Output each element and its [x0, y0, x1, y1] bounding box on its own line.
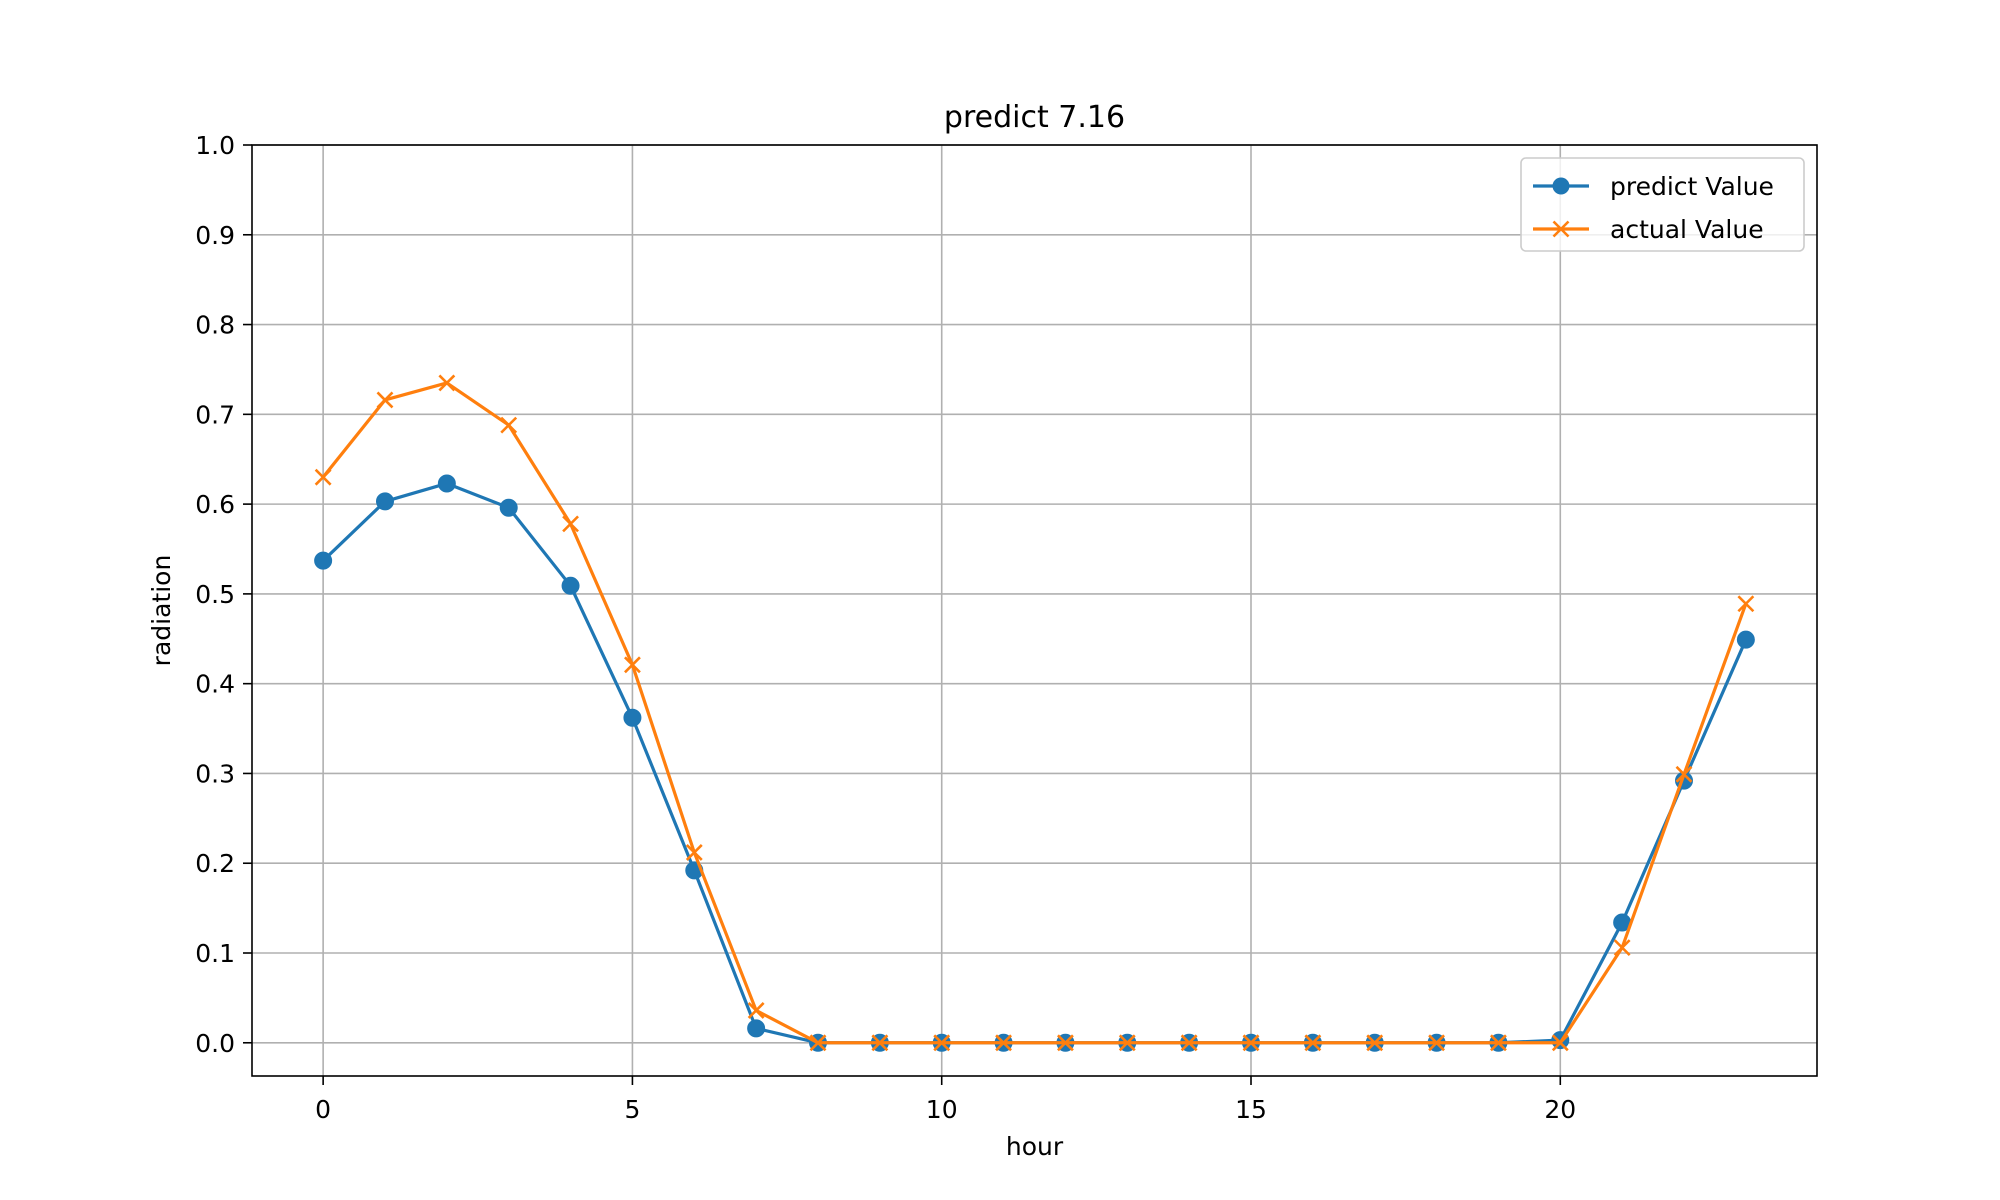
data-point: [747, 1002, 765, 1019]
y-tick-label: 0.3: [195, 759, 235, 788]
y-tick-label: 0.7: [195, 400, 235, 429]
x-tick-label: 15: [1235, 1095, 1267, 1124]
y-tick-label: 0.9: [195, 221, 235, 250]
data-point: [314, 468, 332, 486]
data-point: [809, 1034, 827, 1052]
data-point: [1551, 1034, 1569, 1052]
legend-marker: [1552, 177, 1570, 195]
x-tick-label: 5: [624, 1095, 640, 1124]
plot-frame: [251, 144, 1818, 1077]
chart-title: predict 7.16: [944, 100, 1125, 135]
data-point: [747, 1019, 766, 1038]
data-point: [1057, 1034, 1074, 1052]
data-point: [871, 1034, 889, 1052]
data-point: [933, 1034, 951, 1052]
data-point: [1675, 765, 1693, 783]
data-point: [685, 844, 703, 861]
y-tick-label: 0.5: [195, 580, 235, 609]
data-point: [376, 391, 394, 409]
axis-ticks: 0 5 10 15 20 0.0 0.1 0.2 0.3 0.4 0.5 0.6 0.7 0.8 0.9 1.…: [195, 131, 1576, 1124]
data-point: [562, 515, 579, 533]
legend-label: actual Value: [1610, 215, 1764, 244]
y-tick-label: 0.1: [195, 939, 235, 968]
y-tick-label: 1.0: [195, 131, 235, 160]
data-point: [995, 1034, 1012, 1052]
legend-label: predict Value: [1610, 172, 1774, 201]
data-point: [1366, 1034, 1384, 1052]
data-point: [1118, 1034, 1136, 1052]
data-point: [624, 656, 641, 674]
series-line: [321, 381, 1748, 1045]
plot-series: [314, 374, 1755, 1052]
y-axis-title: radiation: [147, 555, 176, 667]
y-tick-label: 0.4: [195, 670, 235, 699]
y-tick-label: 0.6: [195, 490, 235, 519]
data-point: [1304, 1034, 1322, 1052]
legend-marker: [1552, 220, 1570, 238]
legend-box: [1520, 157, 1805, 252]
data-point: [314, 551, 333, 570]
data-point: [375, 492, 394, 511]
data-point: [1180, 1034, 1198, 1052]
data-point: [438, 374, 456, 392]
data-point: [500, 416, 518, 434]
x-tick-label: 20: [1544, 1095, 1576, 1124]
y-tick-label: 0.0: [195, 1029, 235, 1058]
data-point: [1737, 595, 1755, 613]
legend: predict Value actual Value: [1520, 157, 1805, 252]
series-1: [314, 374, 1755, 1052]
x-tick-label: 10: [926, 1095, 958, 1124]
y-tick-label: 0.2: [195, 849, 235, 878]
data-point: [1613, 939, 1631, 957]
gridlines: [252, 144, 1817, 1076]
data-point: [1490, 1034, 1507, 1052]
data-point: [1242, 1034, 1260, 1052]
data-point: [1736, 630, 1755, 649]
data-point: [623, 708, 642, 727]
data-point: [1428, 1034, 1445, 1052]
data-point: [437, 474, 456, 493]
data-point: [561, 576, 580, 595]
y-tick-label: 0.8: [195, 311, 235, 340]
data-point: [499, 498, 518, 517]
x-tick-label: 0: [315, 1095, 331, 1124]
x-axis-title: hour: [1006, 1132, 1064, 1161]
